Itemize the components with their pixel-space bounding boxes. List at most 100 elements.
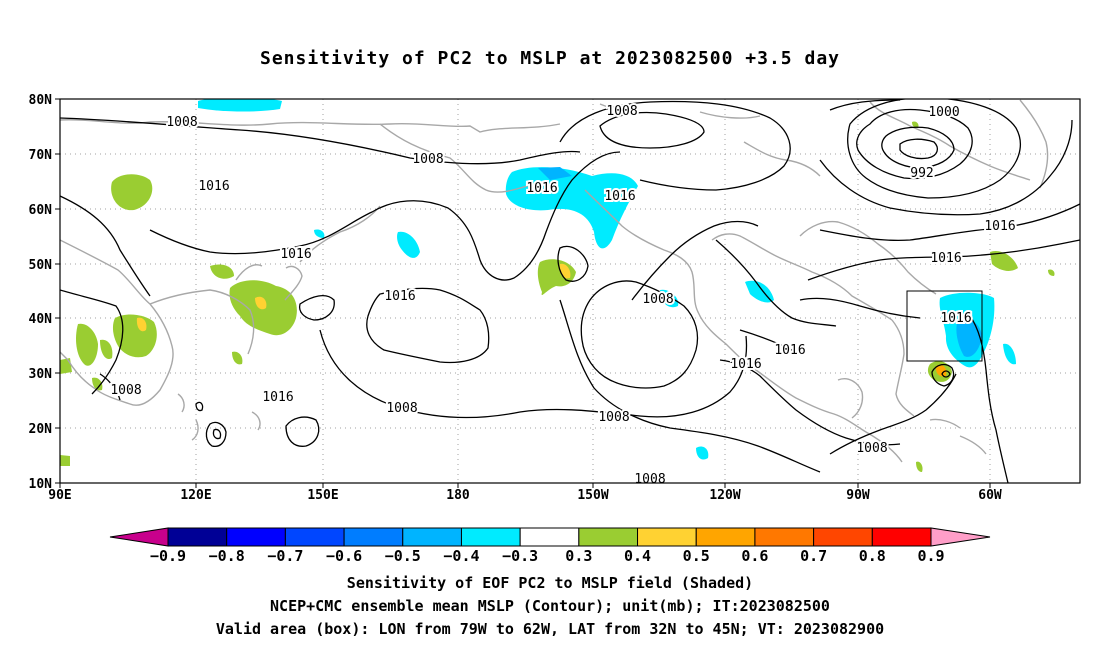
colorbar-cell [402, 527, 462, 547]
contour-label-halo: 992 [910, 166, 933, 181]
contour-label-halo: 1016 [604, 189, 635, 204]
lat-label: 70N [29, 148, 53, 163]
colorbar-cell [813, 527, 873, 547]
contour-label: 1008 [166, 115, 197, 130]
latitude-labels: 80N 70N 60N 50N 40N 30N 20N 10N [29, 93, 53, 492]
contour-label-halo: 1016 [384, 289, 415, 304]
mslp-contours [60, 99, 1080, 483]
lat-label: 40N [29, 312, 53, 327]
colorbar-label: −0.6 [326, 547, 362, 565]
map-title: Sensitivity of PC2 to MSLP at 2023082500… [259, 48, 840, 69]
lat-label: 30N [29, 367, 53, 382]
colorbar-label: 0.6 [741, 547, 768, 565]
colorbar-cell [871, 527, 932, 547]
valid-area-box [906, 290, 983, 362]
contour-label: 1016 [262, 390, 293, 405]
colorbar-low-arrow [109, 527, 169, 547]
contour-labels: 1008 1008 1008 1008 1016 1016 1016 1016 1008 1008… [108, 102, 1017, 489]
contour-label-halo: 1008 [642, 292, 673, 307]
colorbar-cell [167, 527, 228, 547]
contour-label: 1008 [642, 292, 673, 307]
colorbar-label: 0.4 [624, 547, 651, 565]
colorbar-label: −0.8 [209, 547, 245, 565]
contour-label: 1008 [110, 383, 141, 398]
contour-label: 1016 [526, 181, 557, 196]
contour-label-halo: 1008 [856, 441, 887, 456]
contour-label-halo: 1016 [198, 179, 229, 194]
colorbar-label: −0.3 [502, 547, 538, 565]
contour-label: 1016 [604, 189, 635, 204]
contour-label: 1016 [940, 311, 971, 326]
contour-label-halo: 1008 [110, 383, 141, 398]
lat-label: 80N [29, 93, 53, 108]
contour-label-halo: 1016 [774, 343, 805, 358]
lon-label: 120W [709, 488, 740, 503]
contour-label: 1008 [856, 441, 887, 456]
lat-label: 50N [29, 258, 53, 273]
lat-label: 20N [29, 422, 53, 437]
lon-label: 180 [446, 488, 470, 503]
lon-label: 90E [48, 488, 71, 503]
lat-label: 10N [29, 477, 53, 492]
colorbar-cell [695, 527, 756, 547]
contour-label-halo: 1016 [930, 251, 961, 266]
contour-label-halo: 1000 [928, 105, 959, 120]
colorbar-label: 0.5 [683, 547, 710, 565]
longitude-labels: 90E 120E 150E 180 150W 120W 90W 60W [48, 488, 1002, 503]
colorbar-cell [284, 527, 345, 547]
axis-ticks [55, 98, 991, 488]
contour-label: 1016 [774, 343, 805, 358]
caption-shaded: Sensitivity of EOF PC2 to MSLP field (Sh… [346, 574, 754, 592]
contour-label: 1008 [386, 401, 417, 416]
contour-label-halo: 1008 [598, 410, 629, 425]
colorbar-cell [460, 527, 521, 547]
contour-label-halo: 1008 [412, 152, 443, 167]
caption-valid-area: Valid area (box): LON from 79W to 62W, L… [215, 620, 885, 638]
contour-label-halo: 1008 [386, 401, 417, 416]
colorbar-cell [343, 527, 404, 547]
lon-label: 60W [978, 488, 1002, 503]
caption-contour: NCEP+CMC ensemble mean MSLP (Contour); u… [270, 597, 830, 615]
sensitivity-shading [60, 99, 1055, 472]
contour-label: 1016 [384, 289, 415, 304]
contour-label-halo: 1016 [940, 311, 971, 326]
colorbar-label: −0.7 [267, 547, 303, 565]
contour-label-halo: 1016 [984, 219, 1015, 234]
colorbar-cell [226, 527, 286, 547]
plot-frame [59, 98, 1081, 484]
colorbar-label: −0.9 [150, 547, 186, 565]
lon-label: 150E [307, 488, 338, 503]
contour-label: 1016 [198, 179, 229, 194]
colorbar-cell [578, 527, 639, 547]
colorbar-cell [754, 527, 815, 547]
colorbar-label: 0.3 [565, 547, 592, 565]
lon-label: 120E [180, 488, 211, 503]
colorbar-cell [519, 527, 580, 547]
contour-label: 992 [910, 166, 933, 181]
contour-label-halo: 1008 [606, 104, 637, 119]
lon-label: 150W [577, 488, 608, 503]
contour-label: 1008 [412, 152, 443, 167]
contour-label-halo: 1016 [730, 357, 761, 372]
contour-label: 1016 [984, 219, 1015, 234]
contour-label: 1008 [598, 410, 629, 425]
colorbar: −0.9 −0.8 −0.7 −0.6 −0.5 −0.4 −0.3 0.3 0.4 0.5 0.6… [109, 527, 991, 565]
contour-label: 1016 [730, 357, 761, 372]
colorbar-label: −0.4 [443, 547, 479, 565]
contour-label: 1016 [930, 251, 961, 266]
contour-label: 1016 [280, 247, 311, 262]
colorbar-label: 0.8 [859, 547, 886, 565]
contour-label-halo: 1016 [262, 390, 293, 405]
coastlines [60, 99, 1049, 463]
contour-label-halo: 1008 [166, 115, 197, 130]
lat-label: 60N [29, 203, 53, 218]
contour-label-halo: 1016 [526, 181, 557, 196]
colorbar-cell [637, 527, 697, 547]
contour-label-halo: 1016 [280, 247, 311, 262]
colorbar-label: −0.5 [385, 547, 421, 565]
contour-label: 1000 [928, 105, 959, 120]
contour-label: 1008 [634, 472, 665, 487]
lon-label: 90W [846, 488, 870, 503]
colorbar-label: 0.7 [800, 547, 827, 565]
